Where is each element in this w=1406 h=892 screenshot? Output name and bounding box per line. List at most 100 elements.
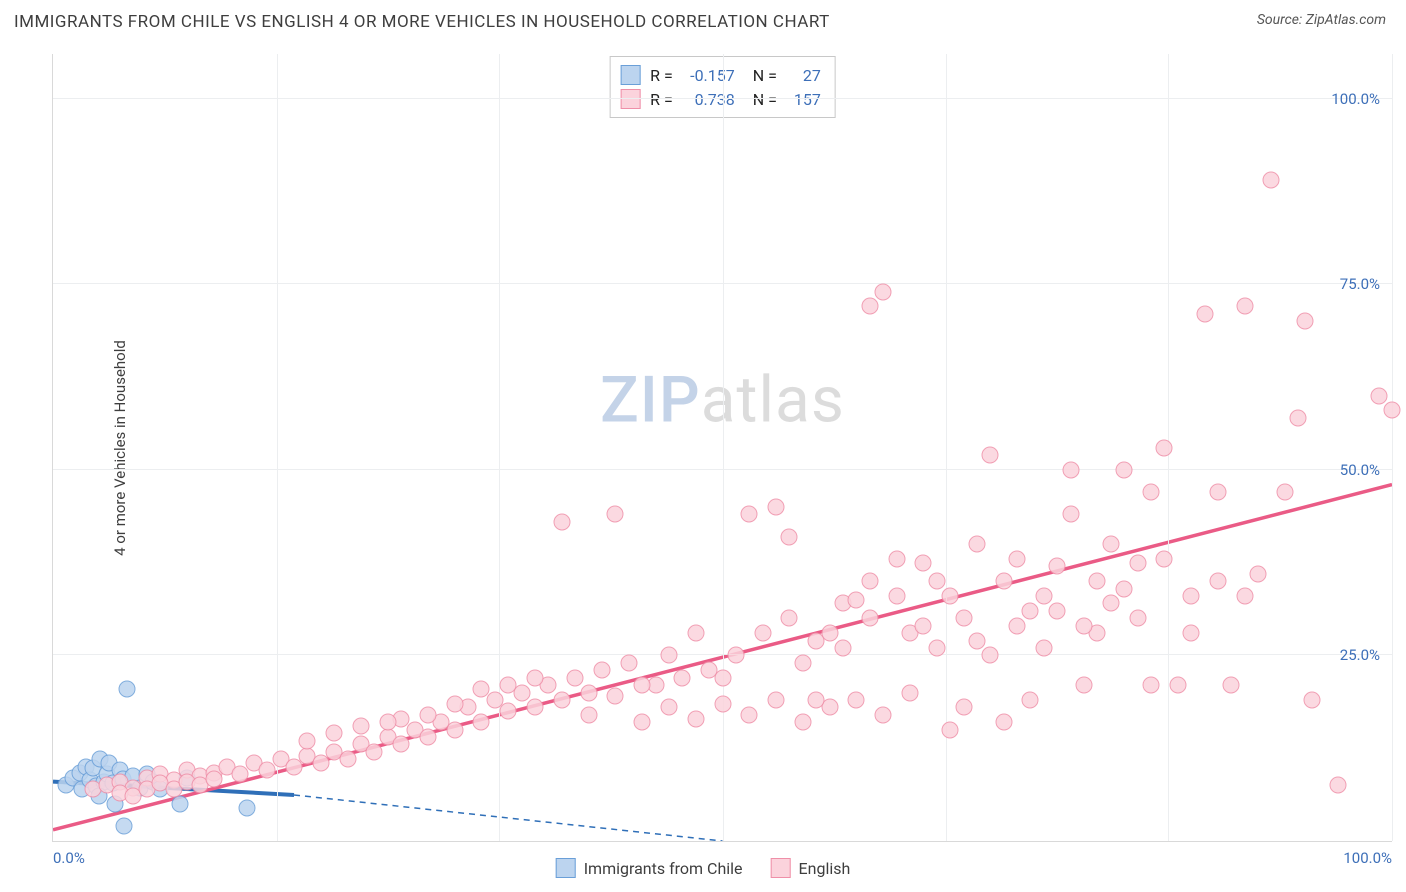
data-point <box>968 632 985 649</box>
chart-header: IMMIGRANTS FROM CHILE VS ENGLISH 4 OR MO… <box>0 0 1406 46</box>
trend-line-dashed <box>294 795 722 841</box>
data-point <box>1384 402 1401 419</box>
data-point <box>754 625 771 642</box>
data-point <box>768 498 785 515</box>
y-tick-label: 75.0% <box>1340 275 1380 293</box>
data-point <box>326 725 343 742</box>
corr-n-label: N = <box>745 66 777 85</box>
legend-label: Immigrants from Chile <box>584 859 743 878</box>
data-point <box>1276 484 1293 501</box>
data-point <box>861 298 878 315</box>
legend-swatch <box>620 65 640 85</box>
data-point <box>553 513 570 530</box>
corr-n-label: N = <box>745 90 777 109</box>
data-point <box>821 625 838 642</box>
data-point <box>741 706 758 723</box>
data-point <box>634 714 651 731</box>
data-point <box>1076 677 1093 694</box>
data-point <box>352 717 369 734</box>
corr-legend-row: R = 0.738 N = 157 <box>620 87 821 111</box>
data-point <box>1290 409 1307 426</box>
data-point <box>607 506 624 523</box>
data-point <box>118 680 135 697</box>
data-point <box>1009 617 1026 634</box>
data-point <box>473 680 490 697</box>
corr-r-value: -0.157 <box>683 66 735 85</box>
y-tick-label: 100.0% <box>1331 90 1380 108</box>
corr-n-value: 157 <box>787 90 821 109</box>
data-point <box>660 647 677 664</box>
data-point <box>955 699 972 716</box>
data-point <box>808 691 825 708</box>
plot-area: ZIPatlas 0.0% 100.0% R = -0.157 N = 27R … <box>52 54 1392 842</box>
data-point <box>1009 550 1026 567</box>
data-point <box>875 706 892 723</box>
data-point <box>768 691 785 708</box>
data-point <box>1209 573 1226 590</box>
data-point <box>875 283 892 300</box>
data-point <box>446 721 463 738</box>
data-point <box>1156 439 1173 456</box>
data-point <box>1303 691 1320 708</box>
data-point <box>1142 677 1159 694</box>
data-point <box>500 703 517 720</box>
data-point <box>741 506 758 523</box>
data-point <box>674 669 691 686</box>
data-point <box>339 751 356 768</box>
data-point <box>567 669 584 686</box>
data-point <box>1076 617 1093 634</box>
data-point <box>727 647 744 664</box>
data-point <box>888 588 905 605</box>
data-point <box>848 591 865 608</box>
legend-item: English <box>771 858 851 878</box>
data-point <box>1049 558 1066 575</box>
chart-title: IMMIGRANTS FROM CHILE VS ENGLISH 4 OR MO… <box>14 12 830 32</box>
data-point <box>172 795 189 812</box>
data-point <box>500 677 517 694</box>
data-point <box>995 714 1012 731</box>
data-point <box>915 554 932 571</box>
data-point <box>687 710 704 727</box>
data-point <box>366 743 383 760</box>
data-point <box>1049 602 1066 619</box>
data-point <box>634 677 651 694</box>
corr-r-value: 0.738 <box>683 90 735 109</box>
legend-label: English <box>799 859 851 878</box>
data-point <box>901 684 918 701</box>
data-point <box>1062 506 1079 523</box>
data-point <box>607 688 624 705</box>
data-point <box>835 639 852 656</box>
data-point <box>781 610 798 627</box>
legend-swatch <box>620 89 640 109</box>
data-point <box>1223 677 1240 694</box>
data-point <box>1236 588 1253 605</box>
data-point <box>794 714 811 731</box>
data-point <box>1022 691 1039 708</box>
data-point <box>1142 484 1159 501</box>
data-point <box>714 669 731 686</box>
gridline-v <box>499 54 500 841</box>
corr-legend-row: R = -0.157 N = 27 <box>620 63 821 87</box>
data-point <box>995 573 1012 590</box>
data-point <box>1169 677 1186 694</box>
data-point <box>527 669 544 686</box>
legend-item: Immigrants from Chile <box>556 858 743 878</box>
data-point <box>419 729 436 746</box>
data-point <box>419 706 436 723</box>
data-point <box>1370 387 1387 404</box>
data-point <box>714 695 731 712</box>
data-point <box>942 588 959 605</box>
corr-r-label: R = <box>650 66 673 85</box>
data-point <box>1062 461 1079 478</box>
x-tick-max: 100.0% <box>1343 849 1392 867</box>
data-point <box>239 799 256 816</box>
data-point <box>915 617 932 634</box>
data-point <box>1156 550 1173 567</box>
data-point <box>861 610 878 627</box>
data-point <box>1129 554 1146 571</box>
data-point <box>1236 298 1253 315</box>
data-point <box>1183 588 1200 605</box>
data-point <box>299 732 316 749</box>
source-label: Source: ZipAtlas.com <box>1257 12 1386 28</box>
gridline-v <box>723 54 724 841</box>
